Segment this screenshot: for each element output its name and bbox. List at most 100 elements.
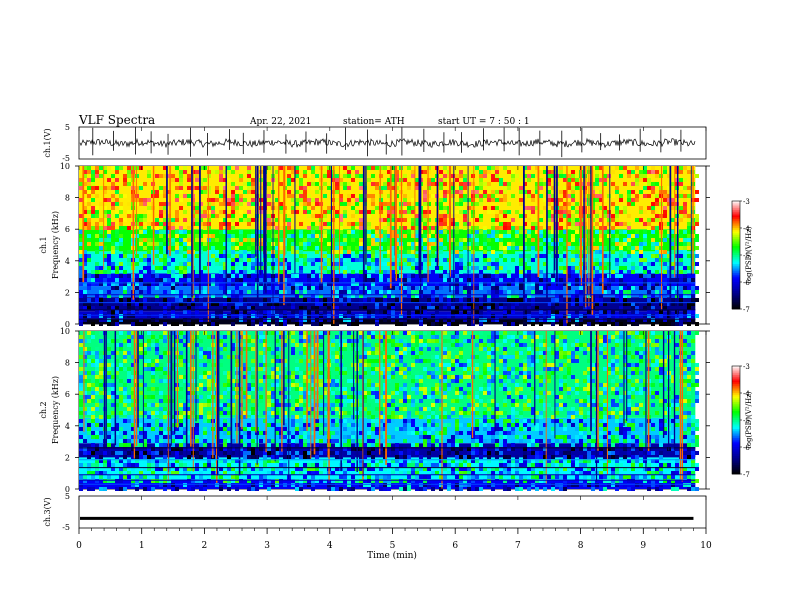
spectrogram-cell (155, 242, 159, 246)
spectrogram-cell (87, 274, 91, 278)
spectrogram-cell (575, 322, 579, 326)
spectrogram-cell (327, 483, 331, 487)
spectrogram-cell (103, 463, 107, 467)
spectrogram-cell (315, 479, 319, 483)
spectrogram-cell (207, 190, 211, 194)
spectrogram-cell (539, 310, 543, 314)
spectrogram-cell (463, 246, 467, 250)
spectrogram-cell (295, 250, 299, 254)
spectrogram-cell (403, 202, 407, 206)
spectrogram-cell (207, 234, 211, 238)
spectrogram-cell (463, 178, 467, 182)
spectrogram-cell (359, 210, 363, 214)
spectrogram-cell (159, 190, 163, 194)
spectrogram-cell (423, 210, 427, 214)
spectrogram-cell (651, 254, 655, 258)
spectrogram-cell (183, 238, 187, 242)
spectrogram-cell (491, 278, 495, 282)
figure-title: VLF Spectra (78, 113, 155, 127)
spectrogram-cell (655, 226, 659, 230)
spectrogram-cell (251, 443, 255, 447)
spectrogram-cell (331, 359, 335, 363)
spectrogram-cell (211, 202, 215, 206)
spectrogram-cell (231, 198, 235, 202)
spectrogram-cell (107, 367, 111, 371)
spectrogram-cell (679, 246, 683, 250)
spectrogram-cell (111, 214, 115, 218)
spectrogram-cell (615, 314, 619, 318)
spectrogram-cell (659, 258, 663, 262)
spectrogram-cell (323, 210, 327, 214)
spectrogram-cell (287, 194, 291, 198)
spectrogram-cell (607, 286, 611, 290)
spectrogram-cell (375, 254, 379, 258)
figure-date: Apr. 22, 2021 (249, 117, 311, 127)
spectrogram-cell (383, 234, 387, 238)
spectrogram-cell (155, 274, 159, 278)
spectrogram-cell (471, 298, 475, 302)
spectrogram-cell (175, 234, 179, 238)
spectrogram-cell (175, 298, 179, 302)
spectrogram-cell (311, 226, 315, 230)
spectrogram-cell (279, 270, 283, 274)
spectrogram-cell (155, 238, 159, 242)
spectrogram-cell (295, 202, 299, 206)
spectrogram-cell (479, 230, 483, 234)
spectrogram-cell (311, 186, 315, 190)
spectrogram-cell (231, 274, 235, 278)
spectrogram-cell (115, 278, 119, 282)
spectrogram-cell (147, 266, 151, 270)
spectrogram-cell (123, 250, 127, 254)
spectrogram-cell (663, 210, 667, 214)
spectrogram-cell (323, 270, 327, 274)
spectrogram-cell (155, 222, 159, 226)
spectrogram-cell (507, 222, 511, 226)
spectrogram-cell (155, 411, 159, 415)
spectrogram-cell (79, 182, 83, 186)
spectrogram-cell (271, 314, 275, 318)
spectrogram-cell (79, 278, 83, 282)
spectrogram-cell (683, 230, 687, 234)
spectrogram-cell (295, 194, 299, 198)
spectrogram-cell (123, 403, 127, 407)
spectrogram-cell (439, 182, 443, 186)
spectrogram-cell (311, 234, 315, 238)
spectrogram-cell (235, 246, 239, 250)
spectrogram-cell (379, 314, 383, 318)
spectrogram-cell (575, 174, 579, 178)
ch1-spectrogram-image (79, 166, 699, 326)
spectrogram-cell (263, 298, 267, 302)
spectrogram-cell (251, 242, 255, 246)
spectrogram-cell (195, 254, 199, 258)
spectrogram-cell (635, 230, 639, 234)
spectrogram-cell (299, 242, 303, 246)
spectrogram-cell (143, 298, 147, 302)
spectrogram-cell (247, 331, 251, 335)
spectrogram-cell (163, 351, 167, 355)
spectrogram-cell (679, 178, 683, 182)
spectrogram-cell (163, 451, 167, 455)
spectrogram-cell (531, 246, 535, 250)
spectrogram-cell (679, 182, 683, 186)
spectrogram-cell (623, 290, 627, 294)
spectrogram-cell (175, 198, 179, 202)
spectrogram-cell (279, 322, 283, 326)
spectrogram-cell (115, 230, 119, 234)
spectrogram-cell (655, 258, 659, 262)
spectrogram-cell (311, 274, 315, 278)
spectrogram-cell (315, 190, 319, 194)
spectrogram-cell (683, 206, 687, 210)
spectrogram-cell (683, 194, 687, 198)
spectrogram-cell (303, 310, 307, 314)
spectrogram-cell (207, 419, 211, 423)
spectrogram-cell (423, 310, 427, 314)
spectrogram-cell (351, 206, 355, 210)
spectrogram-cell (411, 298, 415, 302)
spectrogram-cell (143, 290, 147, 294)
spectrogram-cell (163, 443, 167, 447)
spectrogram-cell (299, 443, 303, 447)
spectrogram-cell (623, 230, 627, 234)
spectrogram-cell (95, 347, 99, 351)
spectrogram-cell (115, 214, 119, 218)
